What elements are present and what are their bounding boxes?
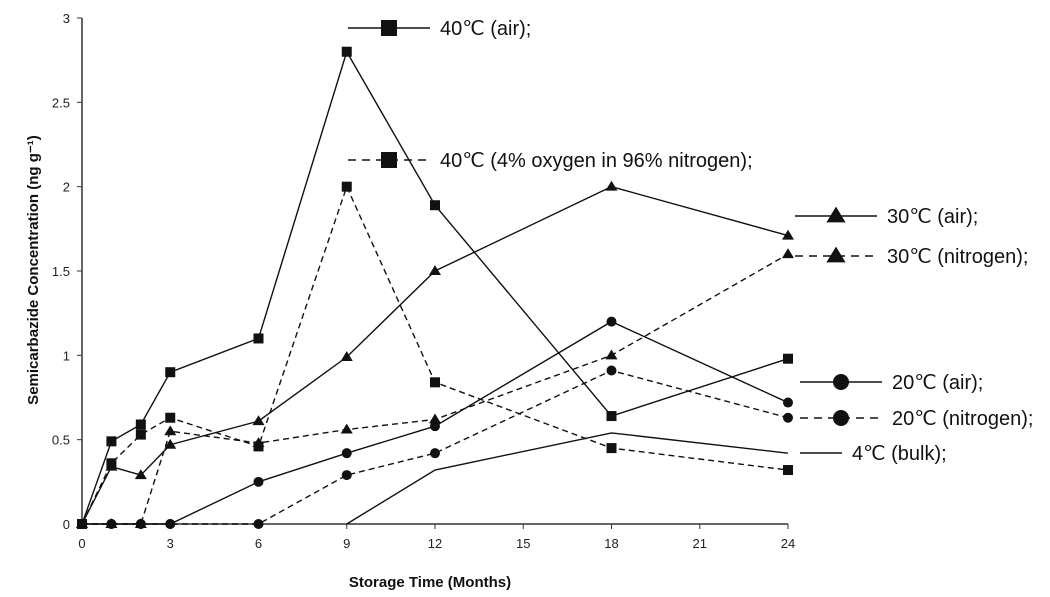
data-point	[429, 413, 441, 424]
data-point	[165, 367, 176, 378]
legend-marker	[833, 410, 849, 426]
data-point	[135, 519, 146, 529]
data-point	[77, 519, 87, 529]
series-7	[346, 432, 789, 525]
data-point	[341, 470, 352, 481]
data-point	[605, 349, 618, 360]
data-point	[782, 229, 794, 240]
x-tick-label: 12	[428, 536, 442, 551]
data-point	[340, 351, 353, 362]
series-layer	[76, 46, 794, 529]
legend-entry-6: 20℃ (nitrogen);	[800, 408, 1033, 430]
legend-entry-4: 30℃ (nitrogen);	[795, 246, 1028, 268]
data-point	[135, 429, 146, 440]
data-point	[340, 423, 353, 434]
data-point	[606, 411, 617, 422]
data-point	[606, 316, 617, 327]
x-axis-title: Storage Time (Months)	[349, 574, 511, 591]
data-point	[164, 425, 177, 436]
legend-entry-3: 30℃ (air);	[795, 206, 978, 228]
data-point	[252, 437, 265, 448]
y-tick-label: 0	[63, 517, 70, 532]
data-point	[430, 448, 440, 459]
y-tick-label: 2.5	[52, 95, 70, 110]
data-point	[783, 465, 793, 476]
x-tick-label: 24	[781, 536, 795, 551]
data-point	[134, 469, 147, 480]
data-point	[106, 519, 117, 529]
axes: 0 0.5 1 1.5 2 2.5 3 0 3 6 9 12 15 18 21 24	[52, 11, 795, 551]
y-tick-label: 1.5	[52, 264, 70, 279]
legend-label: 40℃ (air);	[440, 18, 531, 40]
legend-entry-1: 40℃ (air);	[348, 18, 531, 40]
data-point	[165, 412, 176, 423]
legend-marker	[826, 206, 846, 223]
data-point	[341, 46, 352, 57]
legend-label: 20℃ (nitrogen);	[892, 408, 1033, 430]
legend-marker	[826, 246, 846, 263]
data-point	[252, 415, 265, 426]
data-point	[606, 443, 617, 454]
data-point	[135, 419, 146, 430]
legend-marker	[381, 20, 397, 36]
legend: 40℃ (air); 40℃ (4% oxygen in 96% nitrogen…	[348, 18, 1033, 465]
data-point	[605, 180, 618, 191]
data-point	[783, 353, 793, 364]
data-point	[429, 265, 441, 275]
x-tick-label: 18	[604, 536, 618, 551]
series-line	[81, 185, 789, 525]
data-point	[606, 365, 617, 376]
data-point	[430, 421, 440, 432]
data-point	[165, 519, 176, 529]
series-line	[81, 184, 789, 525]
legend-entry-7: 4℃ (bulk);	[800, 443, 947, 465]
series-line	[346, 432, 789, 525]
data-point	[430, 200, 440, 211]
data-point	[253, 333, 264, 344]
series-line	[82, 253, 789, 525]
y-tick-label: 2	[63, 180, 70, 195]
data-point	[782, 248, 794, 259]
data-point	[164, 438, 177, 449]
legend-marker	[381, 152, 397, 168]
data-point	[105, 460, 118, 471]
x-tick-label: 21	[693, 536, 707, 551]
y-tick-label: 3	[63, 11, 70, 26]
series-5	[77, 316, 793, 529]
data-point	[783, 412, 793, 423]
legend-label: 30℃ (nitrogen);	[887, 246, 1028, 268]
series-1	[77, 46, 793, 529]
x-tick-label: 3	[167, 536, 174, 551]
x-tick-label: 0	[78, 536, 85, 551]
legend-marker	[833, 374, 849, 390]
y-axis-title: Semicarbazide Concentration (ng g⁻¹)	[25, 135, 42, 405]
x-tick-label: 15	[516, 536, 530, 551]
data-point	[253, 476, 264, 487]
x-tick-label: 9	[343, 536, 350, 551]
y-tick-label: 1	[63, 348, 70, 363]
data-point	[341, 448, 352, 459]
data-point	[783, 397, 793, 408]
series-4	[76, 248, 794, 528]
legend-label: 4℃ (bulk);	[852, 443, 947, 465]
series-6	[77, 365, 793, 529]
legend-label: 40℃ (4% oxygen in 96% nitrogen);	[440, 150, 753, 172]
legend-label: 30℃ (air);	[887, 206, 978, 228]
x-tick-label: 6	[255, 536, 262, 551]
legend-label: 20℃ (air);	[892, 372, 983, 394]
data-point	[341, 181, 352, 192]
data-point	[253, 519, 264, 529]
y-tick-label: 0.5	[52, 433, 70, 448]
data-point	[106, 436, 117, 447]
legend-entry-2: 40℃ (4% oxygen in 96% nitrogen);	[348, 150, 753, 172]
series-3	[76, 180, 794, 528]
data-point	[430, 377, 440, 388]
legend-entry-5: 20℃ (air);	[800, 372, 983, 394]
